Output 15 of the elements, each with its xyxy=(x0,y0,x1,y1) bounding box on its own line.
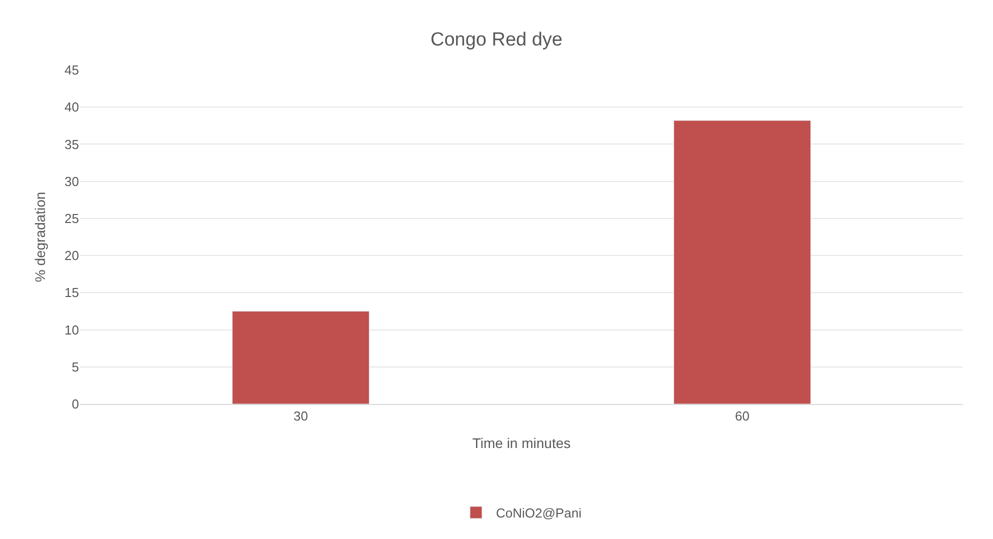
y-axis-title: % degradation xyxy=(32,192,48,282)
y-tick-label: 40 xyxy=(64,100,79,115)
x-axis-title: Time in minutes xyxy=(472,434,571,451)
y-tick-label: 20 xyxy=(64,248,79,264)
y-tick-label: 0 xyxy=(72,396,79,412)
x-tick-label: 60 xyxy=(735,408,750,424)
y-tick-label: 15 xyxy=(64,285,79,300)
legend-label: CoNiO2@Pani xyxy=(496,506,582,521)
y-tick-label: 45 xyxy=(64,62,79,78)
y-tick-label: 35 xyxy=(64,136,79,152)
y-tick-label: 10 xyxy=(64,322,79,338)
chart-title: Congo Red dye xyxy=(430,30,563,51)
y-tick-label: 5 xyxy=(72,359,79,374)
y-tick-label: 25 xyxy=(64,210,79,226)
y-tick-label: 30 xyxy=(64,174,79,189)
